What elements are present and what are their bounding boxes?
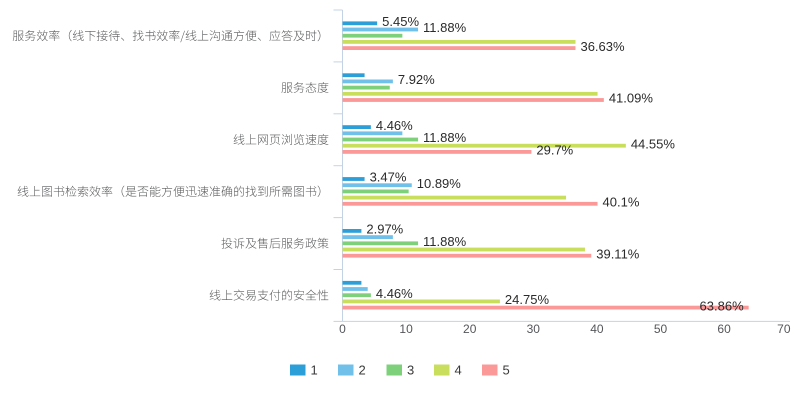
svg-text:11.88%: 11.88% [423, 234, 467, 249]
svg-text:5: 5 [503, 363, 510, 378]
svg-text:70: 70 [777, 322, 791, 336]
svg-text:2: 2 [359, 363, 366, 378]
svg-text:63.86%: 63.86% [700, 298, 745, 313]
svg-text:0: 0 [339, 322, 346, 336]
svg-text:1: 1 [311, 363, 318, 378]
svg-text:30: 30 [527, 322, 541, 336]
svg-text:29.7%: 29.7% [536, 143, 573, 158]
svg-text:11.88%: 11.88% [423, 20, 467, 35]
svg-text:24.75%: 24.75% [505, 292, 550, 307]
svg-text:3.47%: 3.47% [370, 170, 407, 185]
svg-text:10.89%: 10.89% [417, 176, 462, 191]
svg-text:3: 3 [407, 363, 414, 378]
svg-text:10: 10 [399, 322, 413, 336]
svg-text:44.55%: 44.55% [631, 136, 676, 151]
svg-text:50: 50 [654, 322, 668, 336]
svg-text:39.11%: 39.11% [596, 246, 640, 261]
svg-text:36.63%: 36.63% [580, 39, 625, 54]
svg-text:11.88%: 11.88% [423, 130, 467, 145]
svg-text:60: 60 [717, 322, 731, 336]
svg-text:4.46%: 4.46% [376, 118, 413, 133]
svg-text:4.46%: 4.46% [376, 286, 413, 301]
svg-text:20: 20 [463, 322, 477, 336]
svg-text:4: 4 [455, 363, 462, 378]
svg-text:7.92%: 7.92% [398, 72, 435, 87]
svg-text:2.97%: 2.97% [366, 222, 403, 237]
svg-text:41.09%: 41.09% [609, 91, 654, 106]
svg-text:40.1%: 40.1% [603, 195, 640, 210]
svg-text:5.45%: 5.45% [382, 14, 419, 29]
svg-text:40: 40 [590, 322, 604, 336]
